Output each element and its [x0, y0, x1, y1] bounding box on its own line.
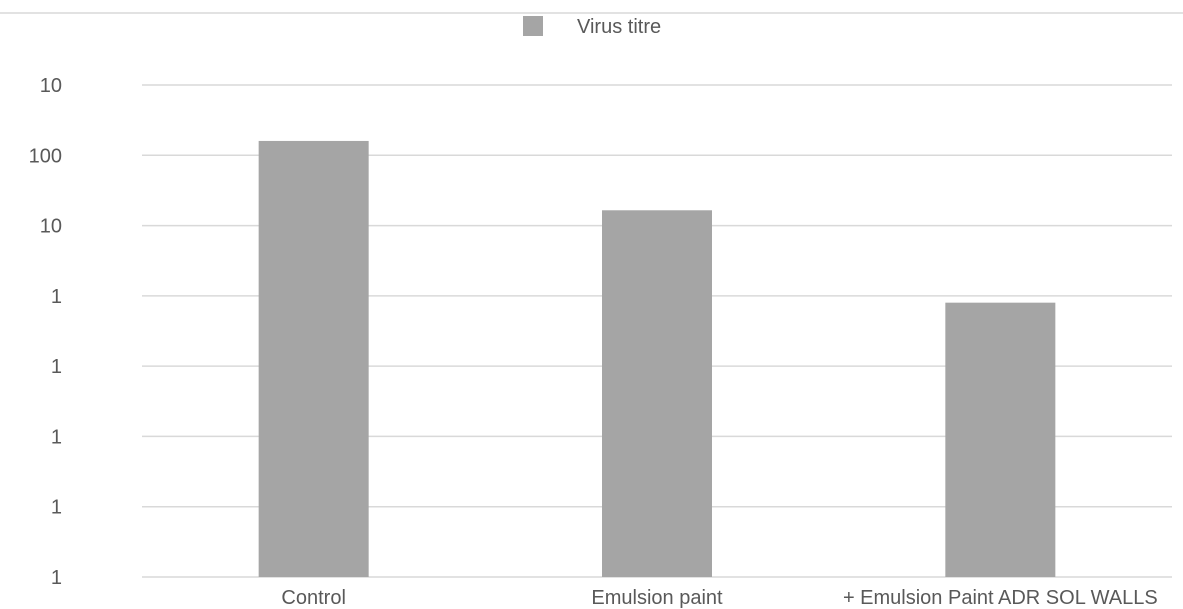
- legend: Virus titre: [523, 16, 661, 38]
- y-tick-label: 10: [40, 75, 62, 97]
- bars: [258, 140, 1056, 578]
- y-axis-tick-labels: 1 1 1 1 1 10 100 10: [29, 75, 62, 589]
- y-tick-label: 1: [51, 356, 62, 378]
- y-tick-label: 100: [29, 145, 62, 167]
- bar-emulsion-paint-adr-sol-walls: [945, 302, 1056, 577]
- legend-swatch: [523, 16, 543, 36]
- y-tick-label: 1: [51, 286, 62, 308]
- x-category-label: Control: [281, 587, 345, 609]
- y-tick-label: 1: [51, 567, 62, 589]
- bar-control: [258, 140, 369, 577]
- y-tick-label: 1: [51, 426, 62, 448]
- bar-emulsion-paint: [602, 210, 712, 578]
- x-category-label: Emulsion paint: [591, 587, 723, 609]
- legend-label: Virus titre: [577, 16, 661, 38]
- x-axis-category-labels: Control Emulsion paint + Emulsion Paint AD…: [281, 587, 1157, 609]
- x-category-label: + Emulsion Paint ADR SOL WALLS: [843, 587, 1158, 609]
- y-tick-label: 1: [51, 497, 62, 519]
- y-tick-label: 10: [40, 216, 62, 238]
